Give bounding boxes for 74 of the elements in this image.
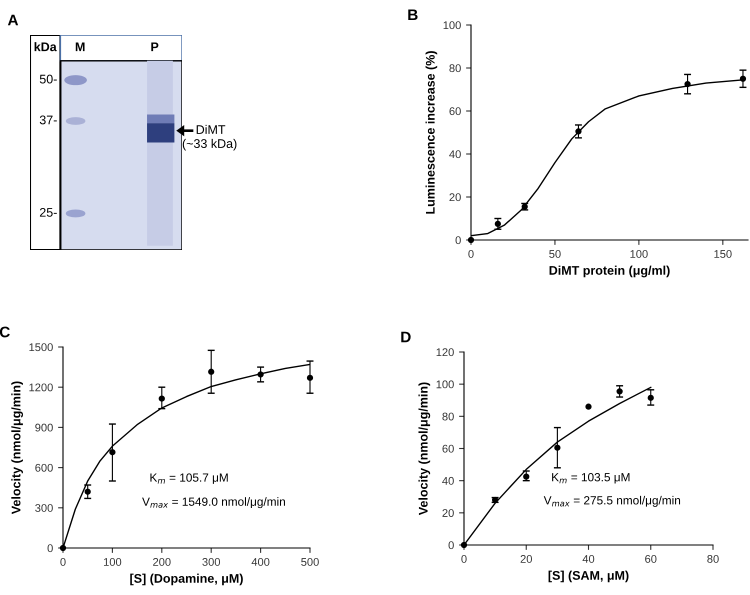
y-tick-label: 20 (449, 193, 461, 202)
annotation: K$_{m}$ = 103.5 μM (552, 473, 630, 484)
point (158, 395, 165, 402)
point (585, 404, 592, 410)
annotation: K$_{m}$ = 105.7 μM (150, 473, 228, 484)
point (306, 374, 314, 381)
y-tick-label: 20 (442, 509, 454, 517)
x-tick-label: 0 (468, 250, 474, 258)
y-tick-label: 1500 (29, 343, 53, 352)
x-tick-label: 100 (630, 250, 648, 258)
point (616, 388, 623, 395)
point (554, 444, 560, 451)
point (740, 76, 746, 82)
y-tick-label: 0 (48, 544, 53, 552)
point (468, 236, 474, 244)
y-axis-title: Velocity (nmol/μg/min) (418, 382, 430, 516)
point (60, 544, 66, 552)
y-tick-label: 0 (448, 541, 454, 550)
y-axis-title: Luminescence increase (%) (426, 51, 438, 214)
x-tick-label: 100 (104, 558, 122, 566)
y-tick-label: 120 (436, 348, 454, 356)
text: P (151, 42, 158, 52)
y-tick-label: 1200 (29, 383, 53, 392)
text: kDa (34, 42, 57, 52)
x-tick-label: 0 (60, 558, 66, 566)
x-axis-title: [S] (SAM, μM) (548, 570, 628, 582)
text: 50- (40, 74, 57, 84)
point (575, 128, 582, 135)
text: 25- (40, 208, 57, 217)
y-tick-label: 60 (449, 107, 461, 116)
x-axis-title: [S] (Dopamine, μM) (130, 574, 243, 586)
chart-title: D (401, 332, 411, 342)
point (523, 474, 530, 480)
point (648, 394, 654, 401)
y-tick-label: 80 (449, 64, 461, 72)
x-tick-label: 80 (707, 555, 719, 563)
chart-title: C (0, 326, 10, 338)
y-tick-label: 0 (456, 236, 461, 244)
chart-title: B (408, 9, 418, 20)
y-tick-label: 100 (444, 21, 461, 30)
point (109, 449, 116, 456)
text: M (76, 42, 85, 52)
y-tick-label: 40 (442, 476, 454, 485)
point (257, 371, 264, 378)
x-tick-label: 60 (645, 555, 656, 563)
x-tick-label: 400 (252, 558, 270, 566)
text: A (8, 14, 18, 26)
text: (~33 kDa) (182, 138, 236, 150)
x-tick-label: 500 (301, 558, 319, 566)
point (684, 81, 691, 88)
x-tick-label: 50 (549, 250, 561, 258)
point (460, 542, 468, 548)
x-tick-label: 40 (582, 555, 594, 563)
x-tick-label: 0 (461, 555, 467, 563)
text: DiMT (196, 124, 226, 134)
annotation: V$_{max}$ = 1549.0 nmol/μg/min (142, 497, 285, 508)
y-tick-label: 40 (449, 150, 461, 158)
y-axis-title: Velocity (nmol/μg/min) (11, 381, 24, 514)
text: 37- (40, 116, 57, 124)
point (84, 488, 91, 495)
y-tick-label: 60 (442, 444, 454, 453)
annotation: V$_{max}$ = 275.5 nmol/μg/min (544, 496, 680, 507)
y-tick-label: 300 (35, 504, 53, 512)
x-tick-label: 150 (714, 250, 732, 258)
x-axis-title: DiMT protein (μg/ml) (550, 266, 670, 278)
y-tick-label: 100 (436, 380, 454, 388)
y-tick-label: 900 (35, 424, 53, 432)
y-tick-label: 80 (442, 412, 454, 420)
x-tick-label: 20 (520, 555, 532, 563)
y-tick-label: 600 (35, 464, 53, 472)
x-tick-label: 300 (202, 558, 220, 566)
x-tick-label: 200 (153, 558, 171, 566)
point (208, 368, 214, 375)
point (494, 220, 501, 227)
